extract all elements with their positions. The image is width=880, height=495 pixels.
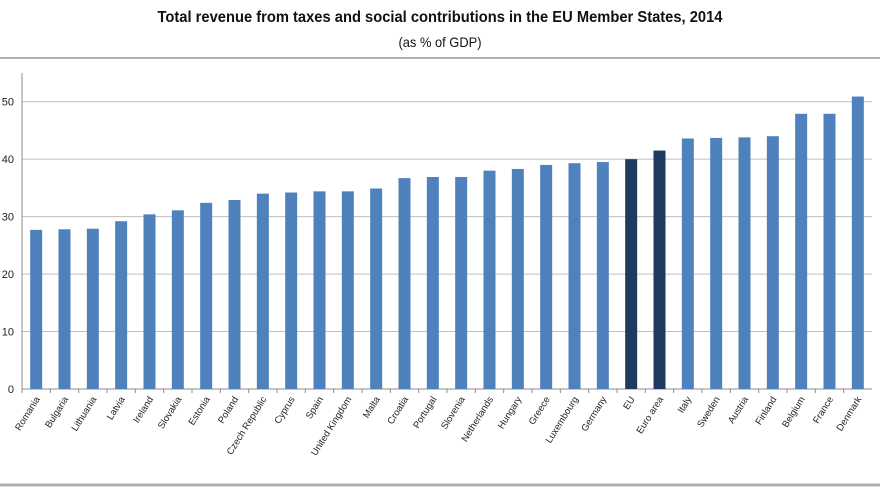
x-tick-label: Portugal bbox=[411, 395, 439, 431]
x-tick-label: Malta bbox=[361, 394, 383, 420]
bar-latvia bbox=[115, 221, 128, 389]
bar-euro-area bbox=[653, 150, 666, 389]
x-tick-label: Hungary bbox=[496, 395, 524, 431]
bar-malta bbox=[370, 188, 383, 389]
x-tick-label: Belgium bbox=[780, 395, 808, 430]
x-tick-label: Austria bbox=[726, 394, 751, 426]
x-tick-label: Italy bbox=[676, 395, 695, 416]
y-tick-label: 20 bbox=[2, 269, 14, 281]
x-tick-label: Greece bbox=[527, 395, 553, 427]
bar-finland bbox=[766, 136, 779, 389]
bar-lithuania bbox=[86, 228, 99, 389]
x-tick-label: Sweden bbox=[695, 395, 723, 430]
chart-title: Total revenue from taxes and social cont… bbox=[157, 9, 723, 26]
bar-france bbox=[823, 113, 836, 389]
bar-slovenia bbox=[455, 176, 468, 389]
bar-bulgaria bbox=[58, 229, 71, 389]
bar-denmark bbox=[851, 96, 864, 389]
y-tick-label: 0 bbox=[8, 384, 14, 396]
x-tick-label: Slovakia bbox=[156, 394, 185, 431]
bar-slovakia bbox=[171, 210, 184, 389]
bar-croatia bbox=[398, 178, 411, 389]
bar-ireland bbox=[143, 214, 156, 389]
bar-estonia bbox=[200, 202, 213, 389]
y-tick-label: 40 bbox=[2, 154, 14, 166]
x-tick-label: Spain bbox=[304, 395, 326, 421]
x-tick-label: Slovenia bbox=[439, 394, 468, 431]
bar-romania bbox=[30, 229, 43, 389]
x-tick-label: Germany bbox=[579, 395, 609, 434]
x-tick-label: Euro area bbox=[635, 394, 667, 436]
x-tick-label: Ireland bbox=[131, 395, 156, 425]
x-tick-label: Denmark bbox=[835, 395, 865, 434]
x-tick-label: Bulgaria bbox=[43, 394, 71, 430]
bar-eu bbox=[625, 159, 638, 389]
bar-netherlands bbox=[483, 170, 496, 389]
bar-portugal bbox=[426, 176, 439, 389]
x-tick-label: Cyprus bbox=[272, 395, 297, 427]
bar-germany bbox=[596, 162, 609, 389]
bar-poland bbox=[228, 199, 241, 389]
y-tick-label: 50 bbox=[2, 97, 14, 109]
x-tick-label: Estonia bbox=[187, 394, 213, 427]
y-tick-label: 10 bbox=[2, 327, 14, 339]
bar-spain bbox=[313, 191, 326, 389]
chart-subtitle: (as % of GDP) bbox=[398, 34, 482, 50]
bar-cyprus bbox=[285, 192, 298, 389]
bar-belgium bbox=[795, 113, 808, 389]
x-tick-label: France bbox=[811, 395, 836, 426]
x-tick-label: Poland bbox=[216, 395, 241, 426]
x-tick-label: Croatia bbox=[385, 394, 411, 426]
x-tick-label: Romania bbox=[13, 394, 43, 433]
y-tick-label: 30 bbox=[2, 212, 14, 224]
bar-czech-republic bbox=[256, 193, 269, 389]
bar-austria bbox=[738, 137, 751, 389]
x-tick-label: Lithuania bbox=[70, 394, 100, 433]
x-tick-label: Latvia bbox=[105, 394, 128, 422]
bar-united-kingdom bbox=[341, 191, 354, 389]
bar-italy bbox=[681, 138, 694, 389]
bar-hungary bbox=[511, 168, 524, 389]
bar-sweden bbox=[710, 137, 723, 389]
bar-luxembourg bbox=[568, 163, 581, 389]
x-tick-label: EU bbox=[621, 395, 637, 412]
x-tick-label: Finland bbox=[754, 395, 780, 427]
bar-greece bbox=[540, 164, 553, 389]
